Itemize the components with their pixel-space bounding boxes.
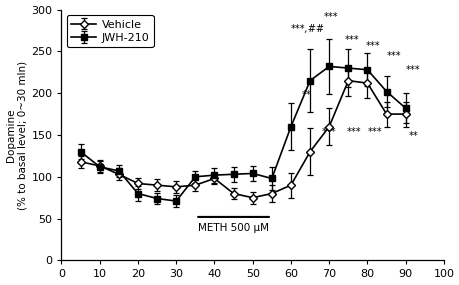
Text: ***,##: ***,## [291,24,325,34]
Text: METH 500 μM: METH 500 μM [198,223,269,233]
Text: ***: *** [323,12,338,22]
Legend: Vehicle, JWH-210: Vehicle, JWH-210 [67,15,153,47]
Text: **: ** [301,90,310,100]
Text: **: ** [408,131,417,141]
Text: ***: *** [346,127,361,137]
Text: ***: *** [344,35,358,45]
Y-axis label: Dopamine
(% to basal level; 0~30 mln): Dopamine (% to basal level; 0~30 mln) [6,60,27,209]
Text: ***: *** [386,51,401,61]
Text: ***: *** [367,127,381,137]
Text: ***: *** [321,127,336,137]
Text: ***: *** [365,40,380,50]
Text: ***: *** [405,65,420,75]
